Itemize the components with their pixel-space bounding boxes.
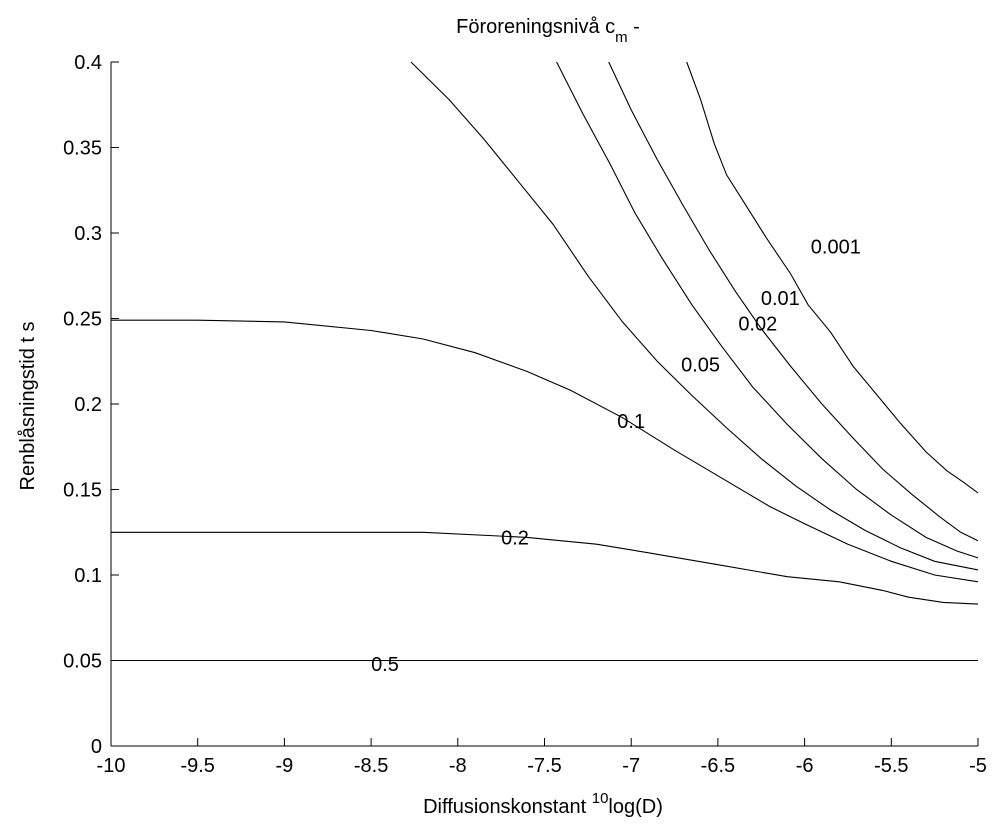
x-tick-label: -6.5	[701, 755, 735, 777]
chart-title-main: Föroreningsnivå c	[456, 16, 615, 38]
y-tick-label: 0.3	[74, 223, 102, 245]
x-tick-label: -9.5	[180, 755, 214, 777]
contour-label: 0.01	[761, 288, 800, 310]
contour-label: 0.5	[371, 654, 399, 676]
x-tick-label: -5	[969, 755, 987, 777]
chart-title-subscript: m	[615, 29, 628, 46]
x-tick-label: -6	[796, 755, 814, 777]
x-axis-title-main: Diffusionskonstant	[423, 796, 592, 818]
x-tick-label: -8.5	[354, 755, 388, 777]
contour-labels-group: 0.5 0.2 0.1 0.05 0.02 0.01 0.001	[371, 237, 861, 676]
x-tick-label: -8	[449, 755, 467, 777]
x-tick-label: -7.5	[527, 755, 561, 777]
y-axis-title: Renblåsningstid t s	[17, 322, 39, 491]
contours-group	[111, 62, 978, 661]
y-tick-label: 0.35	[63, 138, 102, 160]
contour-label: 0.02	[738, 314, 777, 336]
y-tick-label: 0.15	[63, 480, 102, 502]
contour-label: 0.2	[501, 527, 529, 549]
x-tick-label: -10	[97, 755, 126, 777]
y-tick-label: 0.05	[63, 651, 102, 673]
contour-label: 0.05	[681, 355, 720, 377]
contour-line-0-001	[687, 62, 978, 493]
y-tick-label: 0.4	[74, 52, 102, 74]
y-tick-label: 0.2	[74, 394, 102, 416]
x-axis-title-tail: log(D)	[608, 796, 662, 818]
x-axis-title: Diffusionskonstant 10log(D)	[423, 790, 663, 818]
y-tick-label: 0.25	[63, 309, 102, 331]
y-tick-label: 0	[91, 736, 102, 758]
y-tick-label: 0.1	[74, 565, 102, 587]
x-tick-label: -9	[276, 755, 294, 777]
ticks-group: -10 -9.5 -9 -8.5 -8 -7.5 -7 -6.5 -6 -5.5 -500.050.…	[63, 52, 987, 777]
x-axis-title-superscript: 10	[592, 790, 609, 807]
x-tick-label: -5.5	[874, 755, 908, 777]
chart-title-tail: -	[628, 16, 640, 38]
x-tick-label: -7	[622, 755, 640, 777]
chart-title: Föroreningsnivå cm -	[456, 16, 640, 46]
contour-label: 0.001	[811, 237, 861, 259]
contour-label: 0.1	[617, 411, 645, 433]
y-axis-title-group: Renblåsningstid t s	[17, 322, 39, 491]
contour-line-0-2	[111, 532, 978, 604]
contour-line-0-05	[411, 62, 978, 570]
